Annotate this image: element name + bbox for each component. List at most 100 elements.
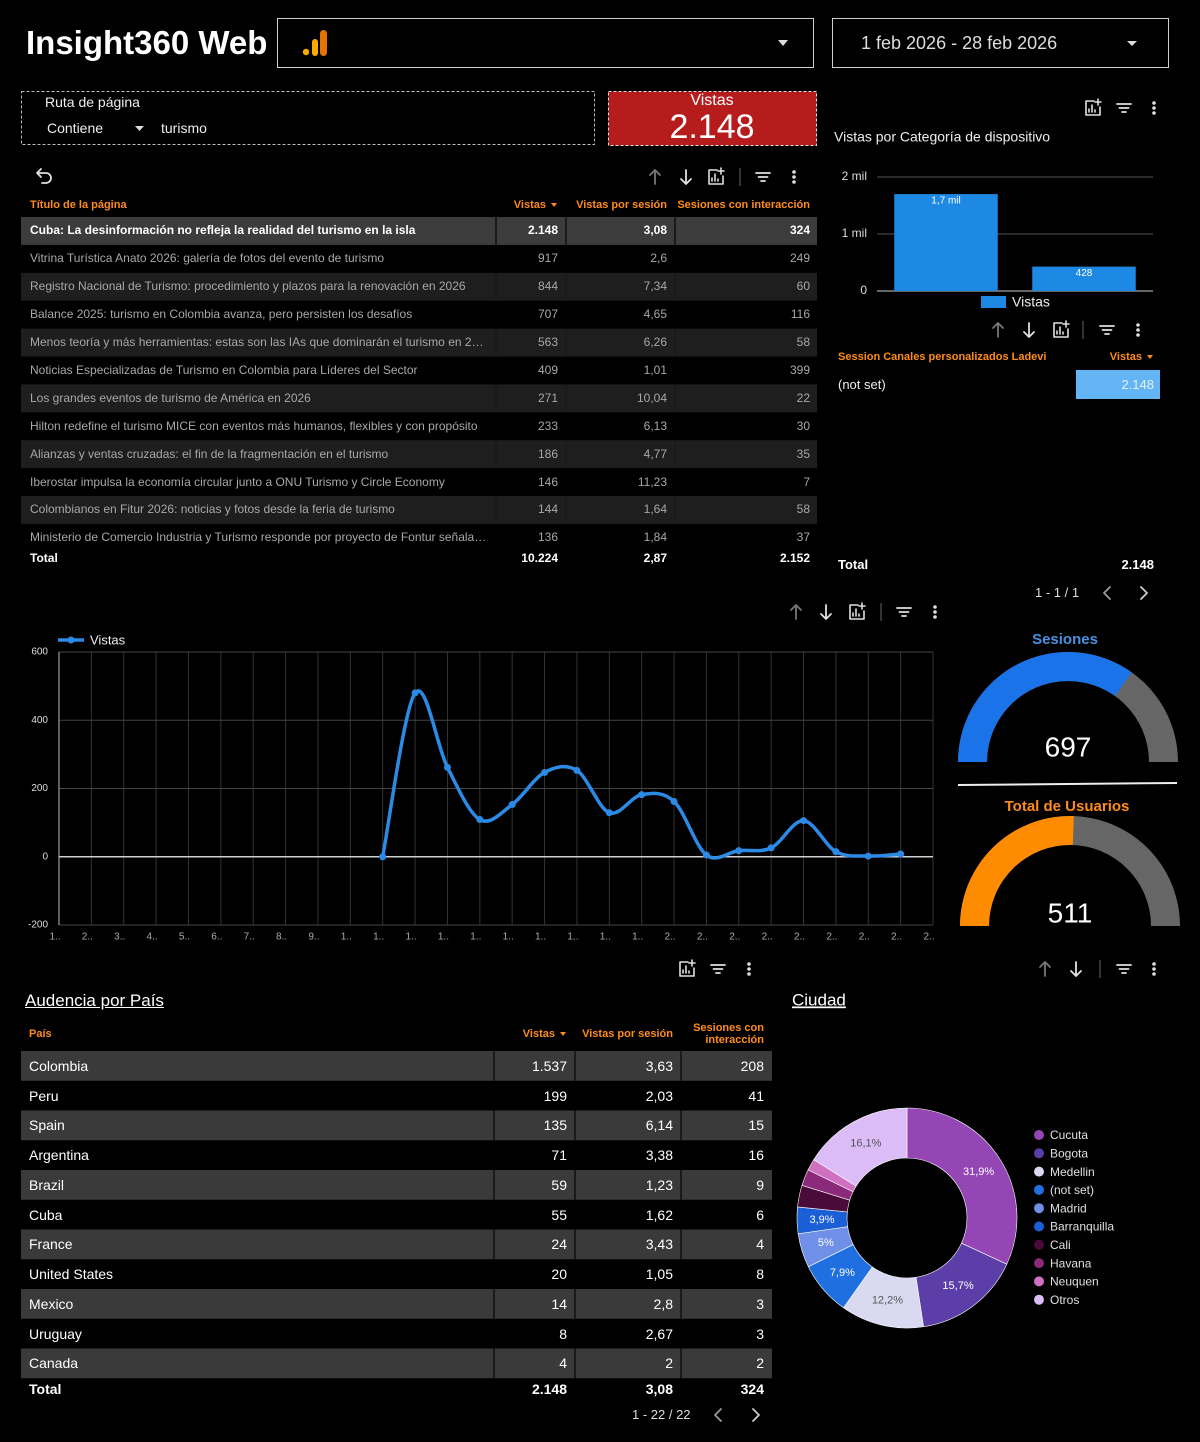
filter-value[interactable]: turismo <box>161 120 207 136</box>
column-header[interactable]: Sesiones con interacción <box>693 1022 764 1046</box>
chart-icon[interactable] <box>1085 98 1102 116</box>
dropdown-caret <box>1127 41 1137 46</box>
table-cell: 2,67 <box>645 1325 673 1342</box>
menu-icon[interactable] <box>933 615 937 619</box>
column-header[interactable]: País <box>29 1028 52 1040</box>
sort-down-icon[interactable] <box>1023 322 1035 338</box>
table-total: 2.148 <box>1121 557 1154 572</box>
column-header[interactable]: Vistas <box>1109 351 1142 363</box>
pie-slice <box>906 1107 1018 1265</box>
prev-page-icon[interactable] <box>1103 586 1111 600</box>
column-header[interactable]: Título de la página <box>30 199 127 211</box>
menu-icon[interactable] <box>1152 972 1156 976</box>
sort-up-icon[interactable] <box>1039 961 1051 977</box>
menu-icon[interactable] <box>792 175 796 179</box>
table-row <box>21 328 817 357</box>
filter-icon[interactable] <box>1116 964 1132 974</box>
menu-icon[interactable] <box>1152 106 1156 110</box>
table-row <box>21 1170 772 1200</box>
x-tick-label: 2.. <box>859 932 870 943</box>
filter-icon[interactable] <box>755 172 771 182</box>
menu-icon[interactable] <box>1136 323 1140 327</box>
menu-icon[interactable] <box>1152 111 1156 115</box>
menu-icon[interactable] <box>747 962 751 966</box>
column-header[interactable]: Session Canales personalizados Ladevi <box>838 351 1047 363</box>
menu-icon[interactable] <box>1136 333 1140 337</box>
table-cell: 24 <box>551 1236 567 1253</box>
column-header[interactable]: Vistas <box>513 199 546 211</box>
x-tick-label: 5.. <box>179 932 190 943</box>
menu-icon[interactable] <box>792 170 796 174</box>
menu-icon[interactable] <box>747 972 751 976</box>
chart-icon[interactable] <box>679 959 696 977</box>
column-header[interactable]: Vistas por sesión <box>582 1028 673 1040</box>
table-cell: Brazil <box>29 1176 65 1193</box>
table-cell: Peru <box>29 1087 59 1104</box>
table-cell: 186 <box>537 446 558 461</box>
table-cell: 1,01 <box>643 362 667 377</box>
data-label: 1,7 mil <box>931 196 960 207</box>
menu-icon[interactable] <box>1152 967 1156 971</box>
next-page-icon[interactable] <box>1140 586 1148 600</box>
property-selector[interactable] <box>277 18 814 68</box>
menu-icon[interactable] <box>1136 328 1140 332</box>
legend-marker <box>1034 1276 1044 1287</box>
column-header[interactable]: Vistas por sesión <box>576 199 667 211</box>
table-cell: 6,26 <box>643 335 667 350</box>
undo-icon[interactable] <box>36 168 52 184</box>
menu-icon[interactable] <box>792 180 796 184</box>
filter-icon[interactable] <box>1116 103 1132 113</box>
table-cell: 60 <box>796 279 810 294</box>
filter-icon[interactable] <box>896 607 912 617</box>
x-tick-label: 3.. <box>114 932 125 943</box>
menu-icon[interactable] <box>1152 962 1156 966</box>
sort-up-icon[interactable] <box>992 322 1004 338</box>
column-header[interactable]: Vistas <box>522 1028 555 1040</box>
x-tick-label: 8.. <box>276 932 287 943</box>
menu-icon[interactable] <box>933 605 937 609</box>
sort-up-icon[interactable] <box>790 604 802 620</box>
sort-down-icon[interactable] <box>680 169 692 185</box>
data-point <box>864 852 872 860</box>
bar <box>1032 266 1136 291</box>
table-cell: 144 <box>537 502 558 517</box>
sort-indicator <box>560 1032 566 1036</box>
sort-down-icon[interactable] <box>820 604 832 620</box>
chart-icon[interactable] <box>708 167 725 185</box>
column-header[interactable]: Sesiones con interacción <box>677 199 810 211</box>
table-cell: 4,65 <box>643 307 667 322</box>
menu-icon[interactable] <box>747 967 751 971</box>
table-row <box>21 217 817 245</box>
sort-up-icon[interactable] <box>649 169 661 185</box>
date-selector[interactable] <box>832 18 1169 68</box>
data-point <box>508 801 516 809</box>
table-title[interactable]: Audencia por País <box>25 990 164 1010</box>
table-total: Total <box>29 1381 62 1397</box>
x-tick-label: 1.. <box>600 932 611 943</box>
x-tick-label: 2.. <box>891 932 902 943</box>
chart-icon[interactable] <box>1053 320 1070 338</box>
table-cell: 41 <box>748 1087 764 1104</box>
table-cell: 563 <box>537 335 558 350</box>
table-cell: 116 <box>790 307 810 322</box>
table-cell: 2,6 <box>650 251 667 266</box>
menu-icon[interactable] <box>933 610 937 614</box>
filter-icon[interactable] <box>1099 325 1115 335</box>
prev-page-icon[interactable] <box>714 1408 722 1422</box>
data-point <box>897 850 905 858</box>
table-cell: 22 <box>796 390 810 405</box>
x-tick-label: 1.. <box>438 932 449 943</box>
filter-operator[interactable]: Contiene <box>47 120 104 136</box>
next-page-icon[interactable] <box>752 1408 760 1422</box>
filter-icon[interactable] <box>710 964 726 974</box>
chart-icon[interactable] <box>849 602 866 620</box>
date-range[interactable]: 1 feb 2026 - 28 feb 2026 <box>861 32 1058 53</box>
table-cell: 199 <box>543 1087 567 1104</box>
data-point <box>541 768 549 776</box>
menu-icon[interactable] <box>1152 101 1156 105</box>
table-cell: 16 <box>748 1147 764 1164</box>
table-row <box>21 1348 772 1379</box>
filter-box[interactable] <box>21 91 595 145</box>
data-point <box>443 763 451 771</box>
sort-down-icon[interactable] <box>1070 961 1082 977</box>
